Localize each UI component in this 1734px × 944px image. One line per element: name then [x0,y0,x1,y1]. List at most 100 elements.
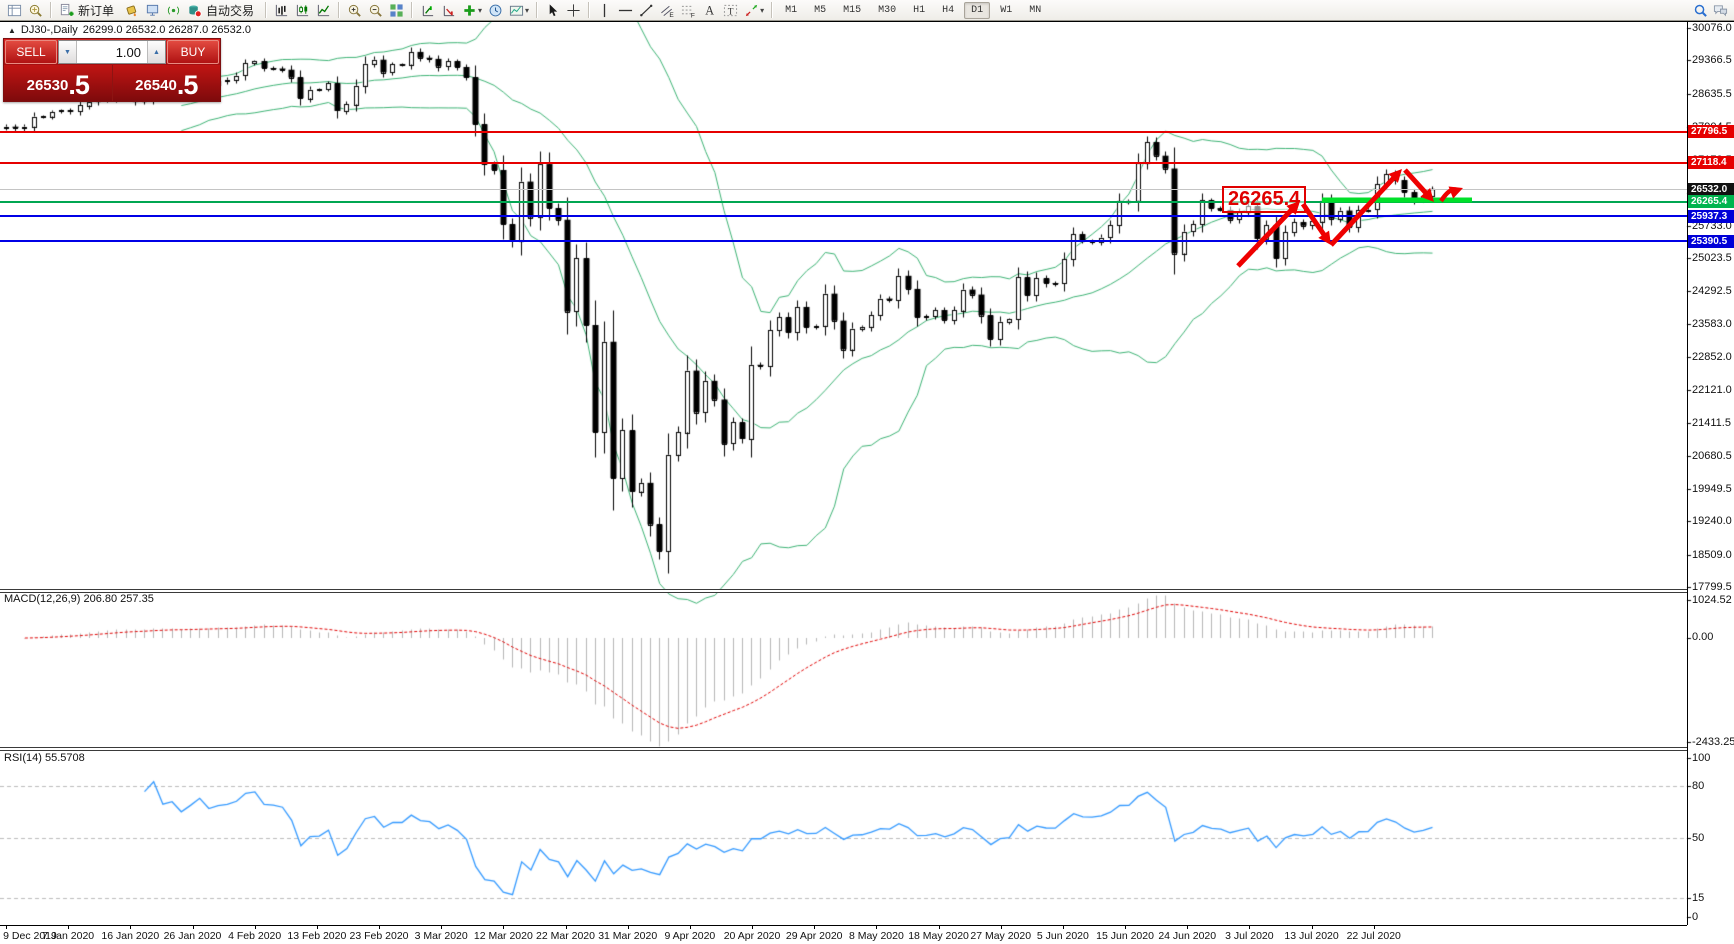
level-line-26265.4[interactable] [0,200,1687,203]
equidistant-channel-icon[interactable]: E [657,1,677,19]
indicator-axis-label: -2433.25 [1692,736,1734,748]
line-chart-icon[interactable] [313,1,333,19]
price-callout[interactable]: 26265.4 [1222,186,1307,213]
indicator-window-icon[interactable] [417,1,437,19]
date-tick [938,926,940,929]
date-label: 22 Jul 2020 [1346,930,1401,942]
pane-splitter-macd[interactable] [0,589,1687,593]
date-tick [876,926,878,929]
preview-icon[interactable] [25,1,45,19]
bar-chart-icon[interactable] [271,1,291,19]
chat-icon[interactable] [1710,1,1730,19]
timeframe-d1-button[interactable]: D1 [964,1,991,19]
date-label: 24 Jun 2020 [1158,930,1217,942]
ask-price: 26540.5 [113,65,221,101]
timeframe-m30-button[interactable]: M30 [878,4,897,16]
chart-canvas[interactable] [0,21,1734,943]
level-line-25937.3[interactable] [0,215,1687,218]
sell-button[interactable]: SELL [5,40,57,64]
timeframe-h4-button[interactable]: H4 [942,4,955,16]
timeframe-m15-button[interactable]: M15 [843,4,862,16]
date-label: 26 Jan 2020 [163,930,222,942]
templates-icon-dropdown[interactable]: ▾ [525,5,530,15]
new-order-label[interactable]: 新订单 [78,3,115,18]
date-tick [689,926,691,929]
one-click-trading-panel: SELL ▼ 1.00 ▲ BUY 26530.5 26540.5 [3,38,221,102]
templates-icon[interactable] [506,1,526,19]
vertical-line-icon[interactable] [594,1,614,19]
ask-price-big: .5 [176,70,199,100]
date-tick [316,926,318,929]
buy-button[interactable]: BUY [167,40,219,64]
timeframe-h1-button[interactable]: H1 [913,4,926,16]
text-label-icon[interactable]: T [720,1,740,19]
chart-window-icon[interactable] [4,1,24,19]
level-line-27118.4[interactable] [0,161,1687,164]
date-tick [1000,926,1002,929]
search-icon[interactable] [1690,1,1710,19]
zoom-in-icon[interactable] [344,1,364,19]
macd-label: MACD(12,26,9) 206.80 257.35 [4,593,154,605]
price-tick-label: 23583.0 [1692,317,1732,330]
fibonacci-icon[interactable]: F [678,1,698,19]
date-tick [68,926,70,929]
price-tick-label: 17799.5 [1692,580,1732,593]
date-label: 29 Apr 2020 [785,930,843,942]
trendline-icon[interactable] [636,1,656,19]
arrows-icon-dropdown[interactable]: ▾ [760,5,765,15]
volume-input[interactable]: 1.00 [77,41,147,63]
expert-advisor-icon[interactable] [142,1,162,19]
styles-bucket-icon[interactable] [121,1,141,19]
date-tick [627,926,629,929]
price-tick-label: 19949.5 [1692,483,1732,496]
timeframe-w1-button[interactable]: W1 [1000,4,1013,16]
date-axis[interactable]: 9 Dec 2019 7 Jan 2020 16 Jan 2020 26 Jan 20… [0,925,1687,944]
signals-icon[interactable] [163,1,183,19]
date-tick [1249,926,1251,929]
price-tick-label: 21411.5 [1692,416,1731,429]
toolbar-separator [771,2,773,18]
text-icon[interactable]: A [699,1,719,19]
candlestick-chart-icon[interactable] [292,1,312,19]
price-tag-27118.4: 27118.4 [1688,156,1734,170]
date-tick [6,926,7,929]
clock-icon[interactable] [485,1,505,19]
date-label: 5 Jun 2020 [1036,930,1089,942]
auto-trading-icon[interactable] [184,1,204,19]
date-label: 27 May 2020 [970,930,1032,942]
timeframe-m1-button[interactable]: M1 [785,4,798,16]
objects-window-icon[interactable] [438,1,458,19]
date-label: 7 Jan 2020 [42,930,95,942]
cursor-icon[interactable] [542,1,562,19]
auto-trading-label[interactable]: 自动交易 [206,3,255,18]
date-tick [1125,926,1127,929]
date-label: 13 Jul 2020 [1284,930,1339,942]
pane-splitter-rsi[interactable] [0,747,1687,751]
timeframe-m5-button[interactable]: M5 [814,4,827,16]
add-indicator-icon-dropdown[interactable]: ▾ [478,5,483,15]
tile-windows-icon[interactable] [386,1,406,19]
new-order-icon[interactable] [56,1,76,19]
arrows-icon[interactable] [741,1,761,19]
level-line-26532.0[interactable] [0,188,1687,190]
volume-decrease-button[interactable]: ▼ [59,41,77,63]
toolbar-separator [588,2,590,18]
horizontal-line-icon[interactable] [615,1,635,19]
toolbar: 新订单 自动交易 ▾ ▾ E F A T ▾ M1 M5 M15 M30 H1 H4 D1 W1 MN [0,0,1734,21]
date-tick [814,926,816,929]
price-tick-label: 25023.5 [1692,252,1732,265]
timeframe-mn-button[interactable]: MN [1029,4,1042,16]
crosshair-icon[interactable] [563,1,583,19]
add-indicator-icon[interactable] [459,1,479,19]
quote-prices-row: 26530.5 26540.5 [4,65,220,101]
zoom-out-icon[interactable] [365,1,385,19]
date-tick [441,926,443,929]
date-label: 3 Mar 2020 [414,930,468,942]
collapse-panel-icon[interactable]: ▲ [8,25,16,35]
date-label: 9 Dec 2019 [3,930,57,942]
level-line-25390.5[interactable] [0,240,1687,243]
date-label: 8 May 2020 [848,930,904,942]
level-line-27796.5[interactable] [0,130,1687,133]
volume-increase-button[interactable]: ▲ [147,41,165,63]
